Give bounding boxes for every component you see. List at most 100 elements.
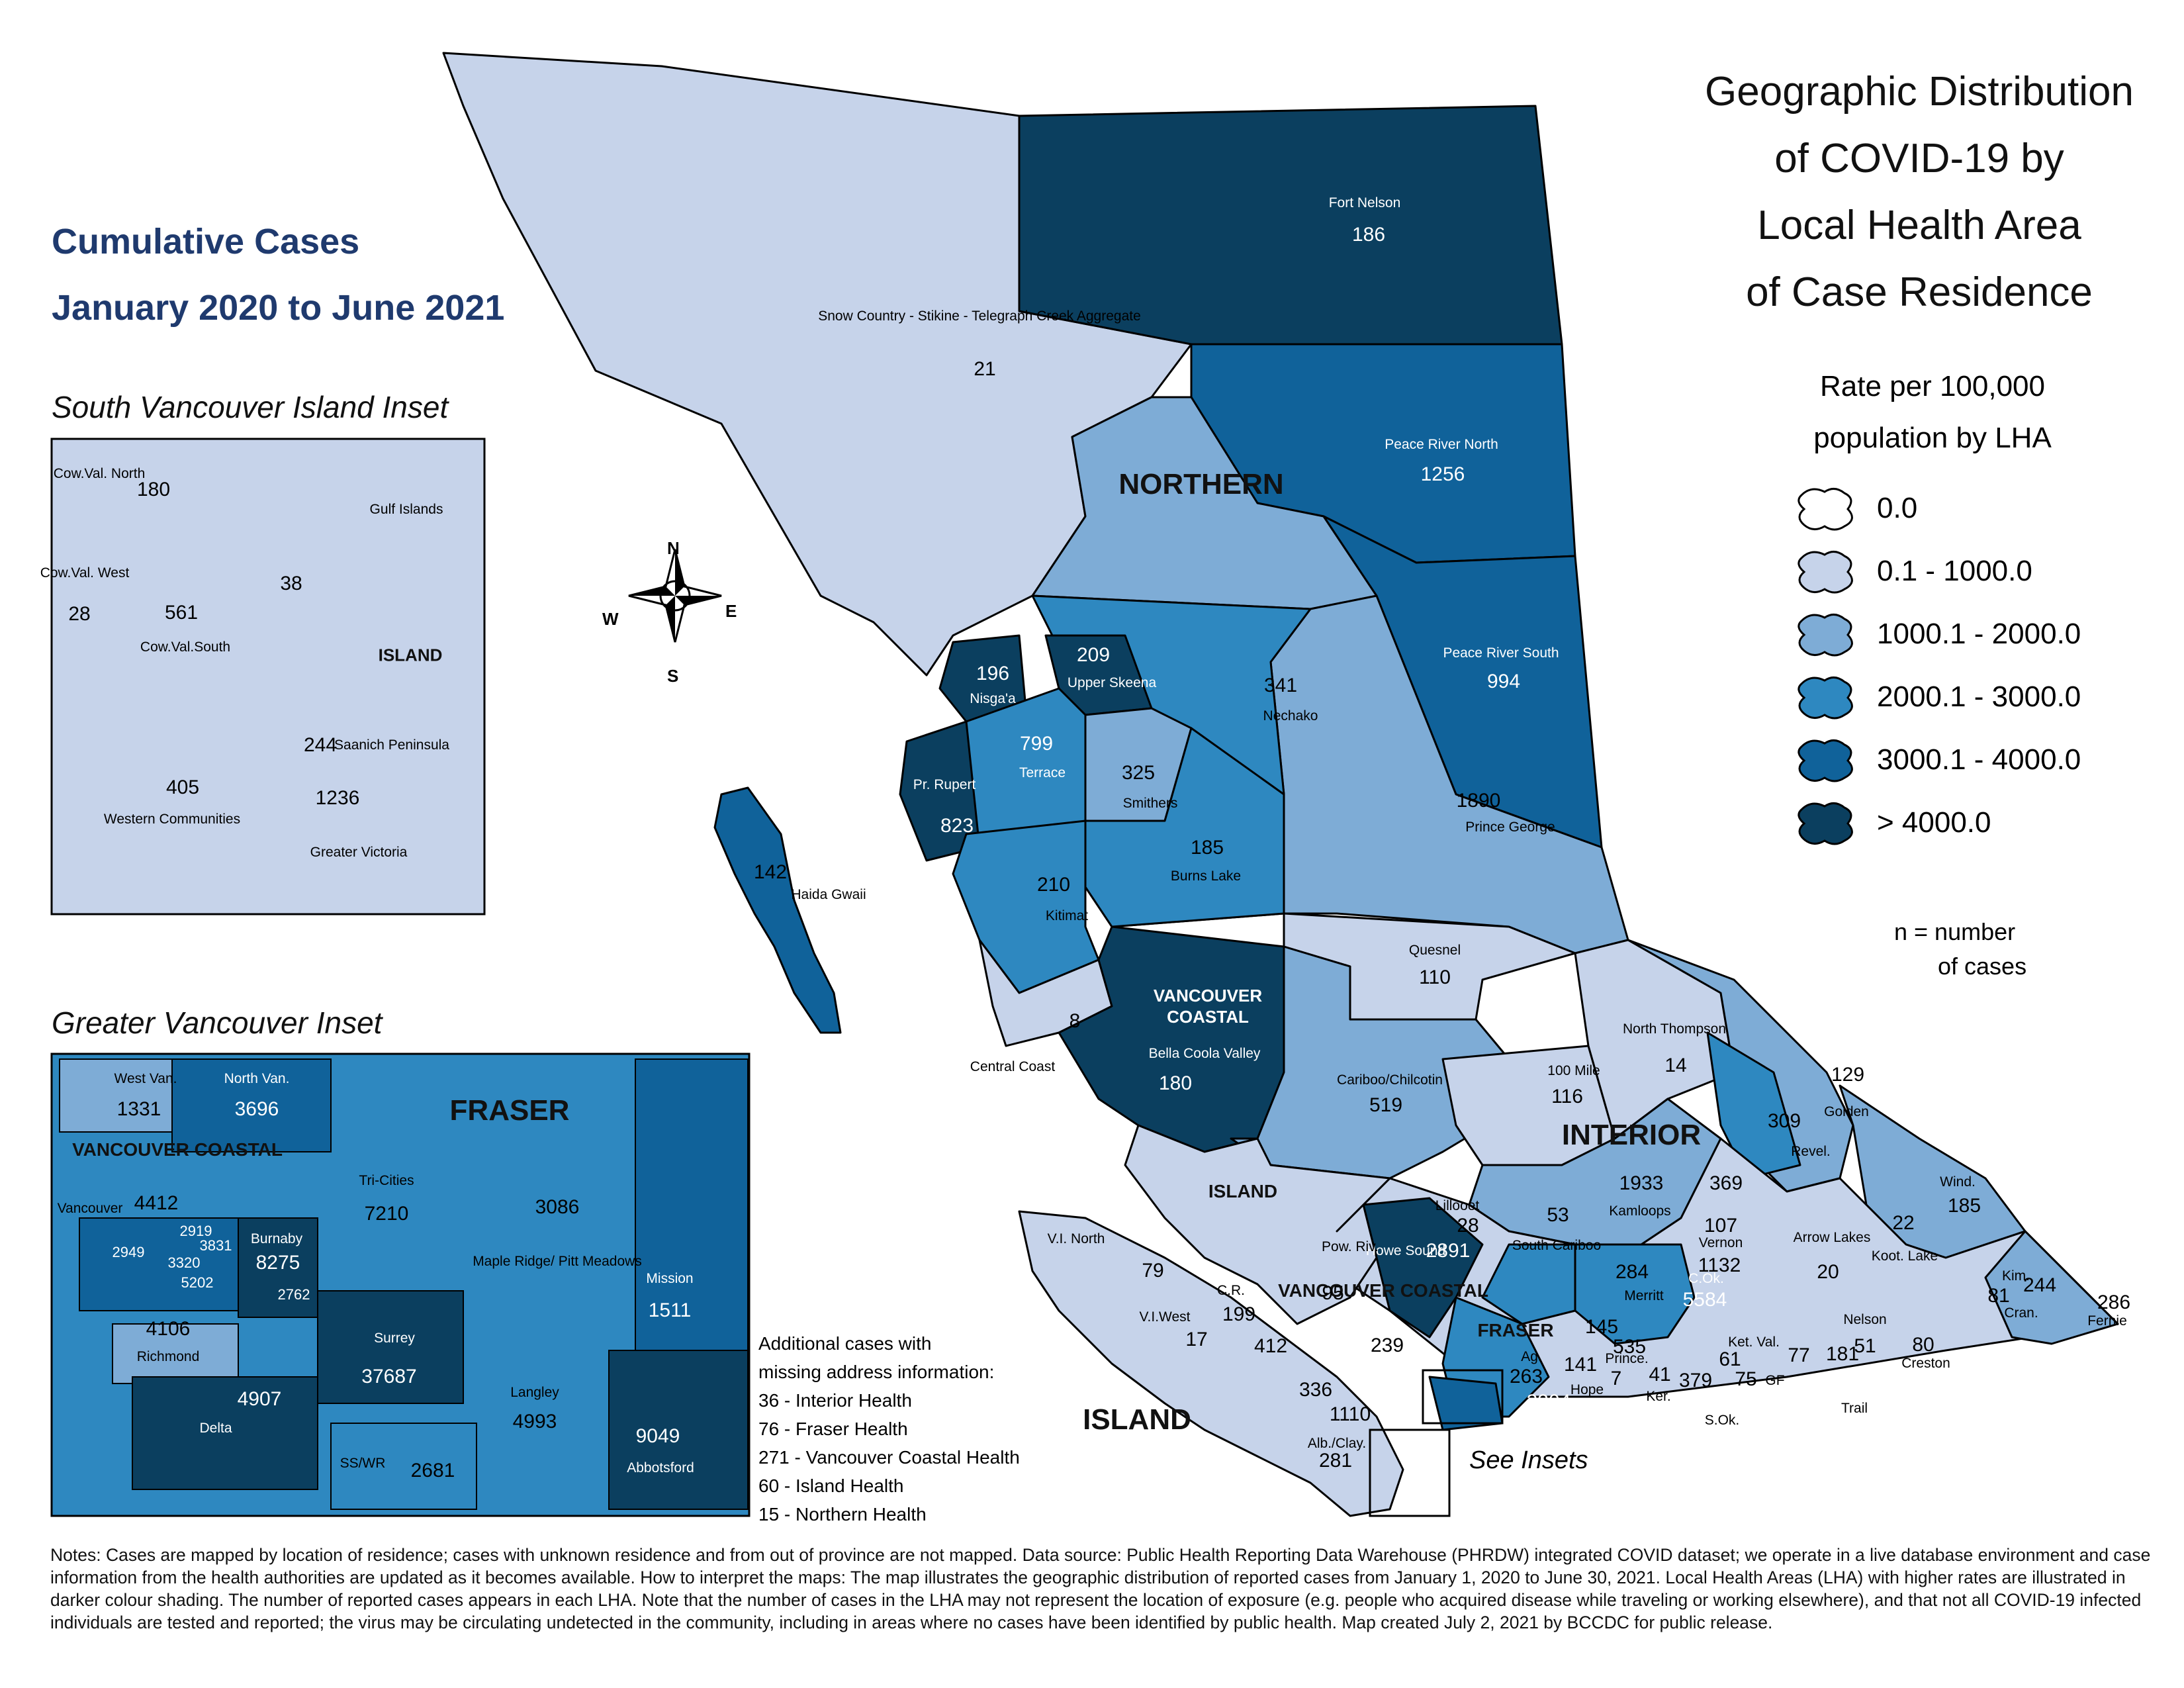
lha-name: Smithers	[1122, 796, 1178, 811]
gv-abbotsford	[608, 1350, 749, 1510]
lha-case-count: 17	[1185, 1329, 1208, 1350]
lha-case-count: 77	[1788, 1344, 1810, 1366]
svi-lha-case-count: 180	[136, 479, 171, 500]
lha-name: Kamloops	[1609, 1203, 1671, 1219]
lha-case-count: 325	[1121, 762, 1156, 784]
lha-name: Pr. Rupert	[913, 777, 976, 792]
legend-item: > 4000.0	[1860, 796, 1991, 849]
lha-case-count: 185	[1190, 837, 1224, 859]
lha-case-count: 519	[1369, 1094, 1403, 1116]
n-note-line: of cases	[1938, 953, 2027, 980]
lha-name: South Cariboo	[1512, 1238, 1602, 1253]
missing-item: 15 - Northern Health	[758, 1504, 927, 1524]
gv-lha-name: North Van.	[224, 1071, 290, 1086]
gv-lha-case-count: 4412	[134, 1192, 179, 1214]
lha-name: Ker.	[1646, 1389, 1671, 1404]
lha-name: Creston	[1901, 1356, 1950, 1371]
svi-lha-case-count: 1236	[315, 787, 360, 809]
lha-case-count: 281	[1318, 1450, 1353, 1472]
svi-lha-name: Saanich Peninsula	[334, 737, 449, 753]
gv-lha-case-count: 8275	[255, 1252, 300, 1274]
svi-lha-case-count: 561	[164, 602, 199, 624]
region-chilliwack	[1428, 1376, 1504, 1431]
lha-name: Bella Coola Valley	[1148, 1046, 1261, 1061]
region-fernie	[1984, 1230, 2119, 1345]
map-title-line: Local Health Area	[1757, 203, 2081, 248]
lha-name: Ag.	[1521, 1349, 1542, 1364]
lha-case-count: 181	[1825, 1343, 1860, 1365]
gv-lha-case-count: 2949	[112, 1244, 145, 1260]
lha-case-count: 75	[1735, 1368, 1757, 1390]
gv-lha-case-count: 9049	[635, 1425, 680, 1447]
lha-case-count: 95	[1322, 1282, 1344, 1304]
lha-name: Cariboo/Chilcotin	[1337, 1072, 1443, 1088]
region-burns-lake	[1084, 727, 1285, 928]
missing-address-box: Additional cases with missing address in…	[758, 1329, 1020, 1528]
gv-lha-case-count: 4907	[237, 1388, 282, 1410]
lha-name: Wind.	[1940, 1174, 1976, 1190]
n-note-line: n = number	[1894, 918, 2016, 945]
lha-case-count: 22	[1892, 1212, 1915, 1234]
lha-case-count: 107	[1704, 1215, 1738, 1237]
lha-case-count: 186	[1351, 224, 1386, 246]
lha-case-count: 369	[1709, 1172, 1743, 1194]
see-insets-label: See Insets	[1469, 1446, 1588, 1474]
lha-name: Alb./Clay.	[1307, 1436, 1367, 1451]
lha-name: Prince.	[1605, 1351, 1649, 1366]
gv-lha-case-count: 3696	[234, 1098, 279, 1120]
gv-vancouver	[79, 1217, 239, 1311]
lha-case-count: 41	[1649, 1364, 1671, 1385]
lha-name: Pow. Riv.	[1322, 1239, 1379, 1254]
legend-swatch	[1797, 488, 1853, 531]
notes: Notes: Cases are mapped by location of r…	[50, 1545, 2151, 1632]
lha-name: Peace River North	[1385, 437, 1498, 452]
svi-lha-case-count: 244	[303, 734, 338, 756]
lha-name: North Thompson	[1622, 1021, 1727, 1037]
gv-west-van	[59, 1058, 173, 1133]
lha-name: Koot. Lake	[1871, 1248, 1938, 1264]
gv-lha-case-count: 3831	[199, 1237, 232, 1254]
lha-name: Nelson	[1843, 1312, 1887, 1327]
lha-name: Ket. Val.	[1728, 1335, 1780, 1350]
region-label-fraser: FRASER	[1477, 1320, 1554, 1340]
region-label-line: VANCOUVER	[1278, 1280, 1395, 1301]
lha-name: Haida Gwaii	[791, 887, 866, 902]
lha-case-count: 535	[1612, 1336, 1647, 1358]
region-label-line: COASTAL	[1167, 1007, 1249, 1027]
gv-lha-name: Mission	[646, 1271, 694, 1286]
lha-case-count: 412	[1253, 1335, 1288, 1357]
lha-name: Trail	[1841, 1401, 1868, 1416]
gv-lha-case-count: 37687	[361, 1366, 417, 1387]
lha-case-count: 799	[1019, 733, 1054, 755]
legend-title-line: Rate per 100,000	[1819, 370, 2046, 402]
legend-title-line: population by LHA	[1813, 422, 2052, 454]
gv-north-van	[171, 1058, 332, 1152]
svi-lha-name: Western Communities	[103, 812, 241, 827]
compass-s: S	[667, 666, 679, 686]
gv-lha-case-count: 2919	[179, 1223, 212, 1239]
lha-name: Kitimat	[1045, 908, 1089, 923]
lha-case-count: 8	[1069, 1010, 1081, 1032]
lha-name: Fernie	[2087, 1313, 2127, 1329]
lha-case-count: 80	[1912, 1334, 1934, 1356]
lha-name: C.Ok.	[1688, 1271, 1724, 1286]
svi-lha-name: Cow.Val.South	[140, 639, 231, 655]
map-title: Geographic Distribution of COVID-19 by L…	[1668, 58, 2171, 326]
lha-case-count: 110	[1419, 966, 1451, 988]
legend-item: 1000.1 - 2000.0	[1860, 608, 2081, 661]
region-label-vancouver-coastal: VANCOUVER COASTAL	[1154, 985, 1262, 1027]
compass-w: W	[602, 609, 619, 629]
lha-case-count: 51	[1854, 1335, 1876, 1357]
gv-lha-case-count: 1331	[116, 1098, 161, 1120]
gv-lha-name: West Van.	[114, 1071, 177, 1086]
lha-case-count: 823	[940, 815, 974, 837]
lha-case-count: 286	[2097, 1291, 2131, 1313]
gv-lha-name: SS/WR	[340, 1456, 386, 1471]
lha-name: V.I.West	[1139, 1309, 1191, 1325]
compass-n: N	[667, 538, 680, 558]
region-label-island-main: ISLAND	[1083, 1403, 1191, 1436]
lha-case-count: 1933	[1619, 1172, 1664, 1194]
gv-lha-name: Richmond	[136, 1349, 200, 1364]
lha-case-count: 210	[1036, 874, 1071, 896]
region-label-svi-island: ISLAND	[378, 645, 443, 665]
